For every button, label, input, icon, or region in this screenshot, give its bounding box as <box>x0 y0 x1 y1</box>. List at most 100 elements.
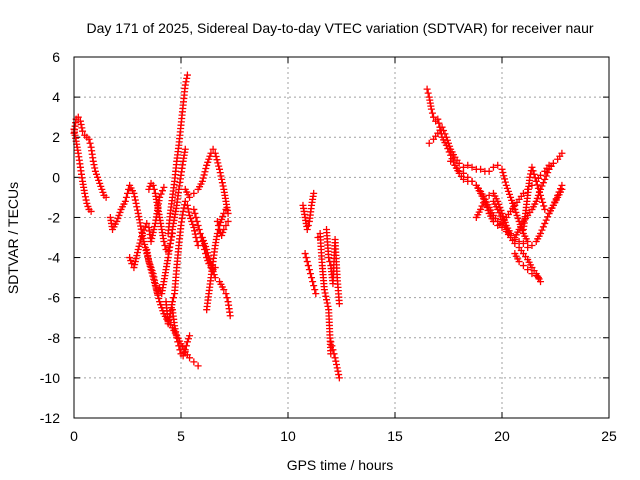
data-point <box>148 267 156 275</box>
data-point <box>499 169 507 177</box>
data-point <box>445 139 452 147</box>
data-point <box>443 136 451 144</box>
data-point <box>489 163 497 171</box>
data-point <box>440 127 448 135</box>
data-point <box>515 238 523 246</box>
data-point <box>538 195 546 203</box>
data-point <box>138 229 146 237</box>
data-point <box>138 233 146 241</box>
y-tick-label: -8 <box>48 330 61 346</box>
data-point <box>539 198 547 206</box>
data-point <box>184 205 192 213</box>
data-point <box>308 274 316 282</box>
data-point <box>192 213 200 221</box>
data-point <box>151 222 159 230</box>
data-point <box>508 196 516 204</box>
data-point <box>541 205 549 213</box>
data-point <box>202 243 210 251</box>
data-point <box>175 342 183 350</box>
data-point <box>122 193 130 201</box>
data-point <box>186 332 194 340</box>
data-point <box>158 187 166 195</box>
data-point <box>434 115 442 123</box>
data-point <box>468 163 476 171</box>
data-point <box>312 290 320 298</box>
data-point <box>173 334 181 342</box>
data-point <box>504 187 512 195</box>
data-point <box>190 223 198 231</box>
data-point <box>331 354 339 362</box>
data-point <box>322 292 330 300</box>
data-point <box>152 283 160 291</box>
data-point <box>477 205 485 213</box>
data-point <box>203 161 211 169</box>
x-tick-label: 5 <box>177 428 185 444</box>
data-point <box>195 225 203 233</box>
x-axis-label: GPS time / hours <box>287 457 394 473</box>
data-point <box>115 211 123 219</box>
data-point <box>329 346 337 354</box>
data-point <box>215 162 223 170</box>
data-point <box>324 302 332 310</box>
data-point <box>428 109 436 117</box>
data-point <box>519 262 527 270</box>
data-point <box>514 214 522 222</box>
data-point <box>538 182 546 190</box>
data-point <box>204 158 212 166</box>
data-point <box>149 181 157 189</box>
data-point <box>134 246 142 254</box>
data-point <box>179 207 187 215</box>
data-point <box>534 184 542 192</box>
data-point <box>113 217 121 225</box>
data-point <box>203 246 211 254</box>
data-point <box>211 149 219 157</box>
y-tick-label: -6 <box>48 290 61 306</box>
data-point <box>301 250 309 258</box>
data-point <box>213 229 221 237</box>
data-point <box>531 174 539 182</box>
data-point <box>222 221 230 229</box>
data-point <box>126 254 134 262</box>
data-point <box>181 81 189 89</box>
data-point <box>435 119 443 127</box>
data-point <box>85 135 93 143</box>
data-point <box>512 208 520 216</box>
data-point <box>151 276 159 284</box>
data-point <box>519 240 527 248</box>
data-point <box>214 221 222 229</box>
data-point <box>130 189 138 197</box>
data-point <box>102 193 110 201</box>
data-point <box>304 262 312 270</box>
data-point <box>303 258 311 266</box>
data-point <box>502 181 510 189</box>
data-point <box>537 171 545 179</box>
data-point <box>124 189 131 197</box>
data-point <box>166 313 174 321</box>
data-point <box>533 181 541 189</box>
y-tick-label: 2 <box>52 129 60 145</box>
x-tick-label: 15 <box>387 428 403 444</box>
data-point <box>477 165 485 173</box>
data-point <box>495 209 503 217</box>
data-point <box>133 249 141 257</box>
data-point <box>190 358 198 366</box>
data-point <box>540 202 548 210</box>
data-point <box>161 242 169 250</box>
data-point <box>213 156 221 164</box>
data-point <box>156 298 164 306</box>
data-point <box>81 189 89 197</box>
data-point <box>191 230 199 238</box>
data-point <box>335 300 343 308</box>
data-point <box>518 226 526 234</box>
data-point <box>160 238 168 246</box>
data-point <box>447 157 455 165</box>
data-point <box>133 203 141 211</box>
data-point <box>200 171 208 179</box>
data-point <box>204 249 212 257</box>
data-point <box>485 167 493 175</box>
data-point <box>133 252 141 260</box>
data-point <box>535 188 543 196</box>
data-point <box>479 199 487 207</box>
data-point <box>79 127 87 135</box>
data-point <box>190 189 198 197</box>
